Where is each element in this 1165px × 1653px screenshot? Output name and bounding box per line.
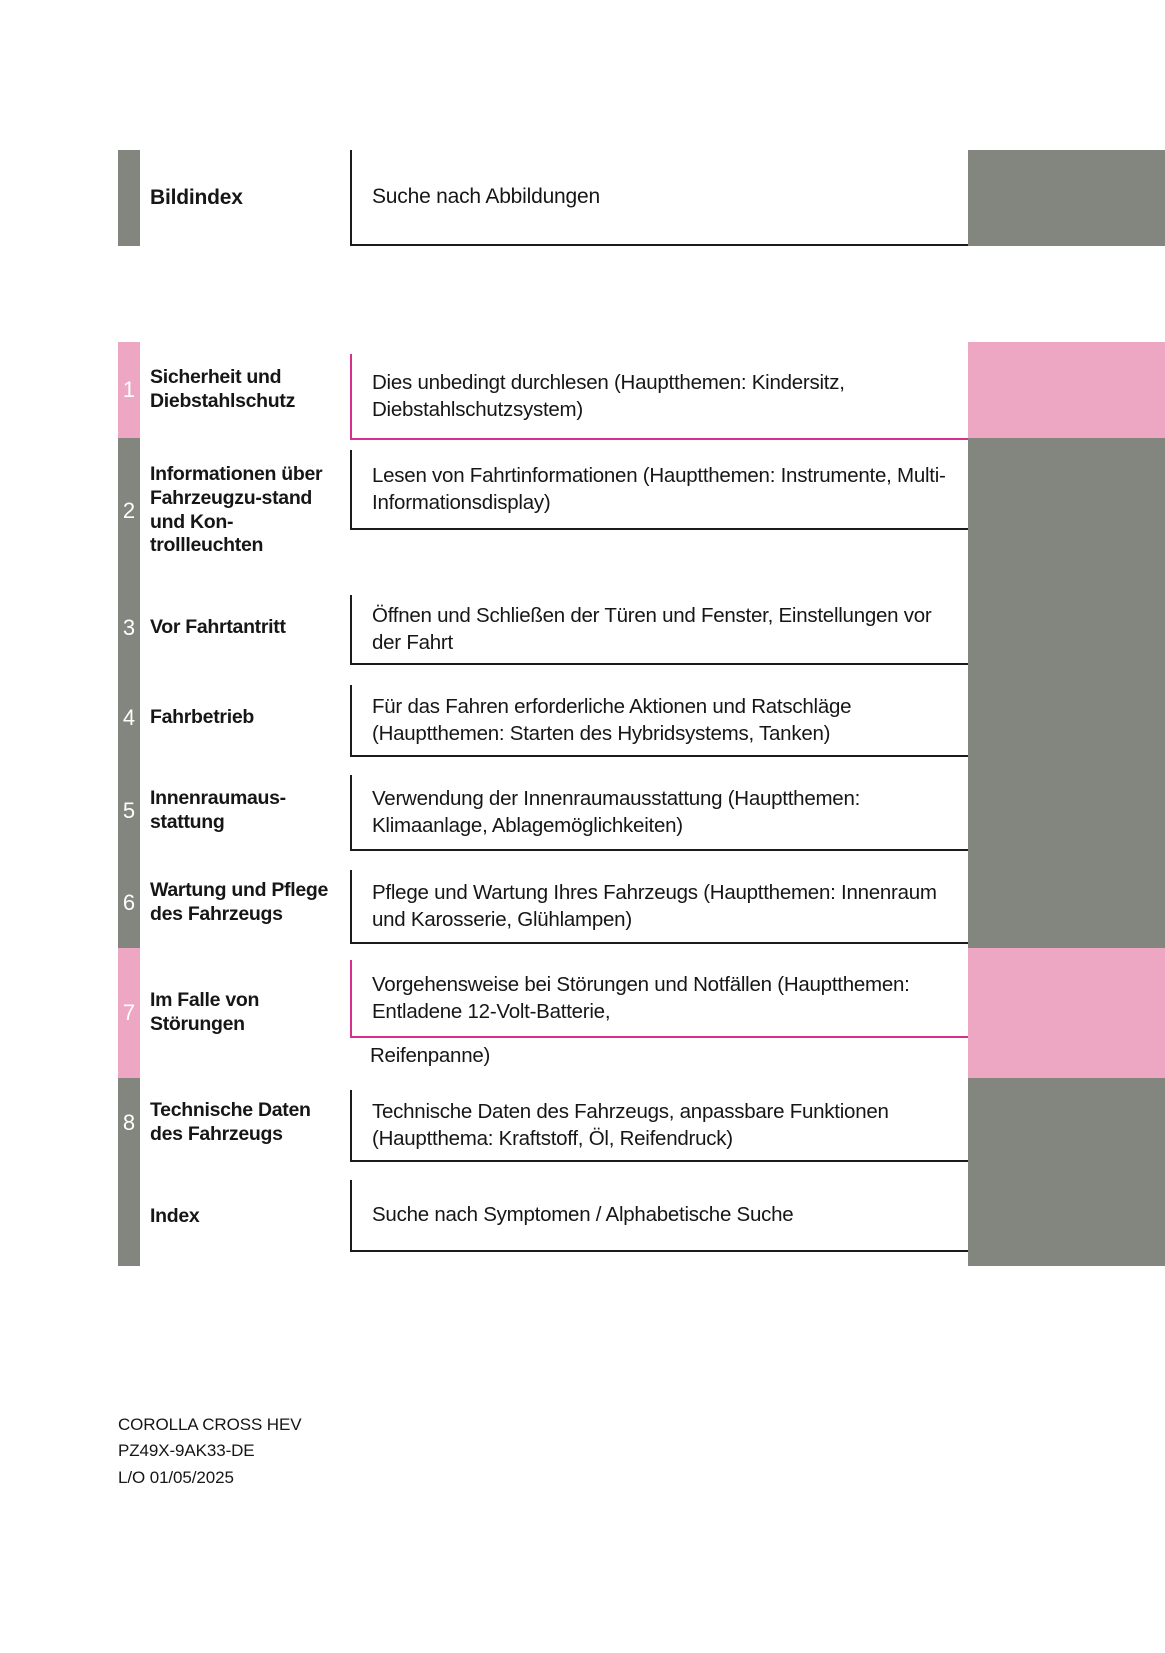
chapter-title: Informationen über Fahrzeugzu-stand und … — [150, 462, 323, 557]
chapter-row: 4 Fahrbetrieb Für das Fahren erforderliche… — [0, 673, 1165, 763]
chapter-tab-number: 2 — [118, 438, 140, 583]
chapter-description-wrapper: Pflege und Wartung Ihres Fahrzeugs (Haup… — [350, 858, 1165, 948]
thumb-index-block — [968, 583, 1165, 673]
footer: COROLLA CROSS HEV PZ49X-9AK33-DE L/O 01/… — [118, 1412, 302, 1491]
chapter-description-wrapper: Dies unbedingt durchlesen (Hauptthemen: … — [350, 342, 1165, 440]
chapter-title: Im Falle von Störungen — [150, 989, 260, 1035]
chapter-description-bildindex: Suche nach Abbildungen — [372, 185, 600, 209]
chapter-title: Innenraumaus-stattung — [150, 786, 286, 833]
thumb-index-block — [968, 673, 1165, 763]
chapter-description-box: Suche nach Symptomen / Alphabetische Suc… — [350, 1180, 968, 1252]
chapter-row: 7 Im Falle von Störungen Vorgehensweise be… — [0, 948, 1165, 1078]
chapter-row: 6 Wartung und Pflege des Fahrzeugs Pflege … — [0, 858, 1165, 948]
chapter-description: Für das Fahren erforderliche Aktionen un… — [372, 694, 852, 745]
chapter-description-wrapper: Öffnen und Schließen der Türen und Fenst… — [350, 583, 1165, 673]
chapter-description-overflow: Reifenpanne) — [370, 1044, 491, 1067]
chapter-description-wrapper: Vorgehensweise bei Störungen und Notfäll… — [350, 948, 1165, 1078]
chapter-title: Wartung und Pflege des Fahrzeugs — [150, 879, 329, 925]
chapter-tab-number: 7 — [118, 948, 140, 1078]
footer-part-number: PZ49X-9AK33-DE — [118, 1441, 255, 1461]
chapter-description-box: Für das Fahren erforderliche Aktionen un… — [350, 685, 968, 757]
chapter-list: 1 Sicherheit und Diebstahlschutz Dies unbe… — [0, 342, 1165, 1266]
chapter-title: Sicherheit und Diebstahlschutz — [150, 366, 296, 412]
thumb-index-block — [968, 438, 1165, 583]
chapter-row: 8 Technische Daten des Fahrzeugs Technisch… — [0, 1078, 1165, 1168]
chapter-description: Öffnen und Schließen der Türen und Fenst… — [372, 603, 932, 654]
chapter-description-box: Verwendung der Innenraumausstattung (Hau… — [350, 775, 968, 851]
chapter-description-wrapper: Technische Daten des Fahrzeugs, anpassba… — [350, 1078, 1165, 1168]
chapter-description-box: Pflege und Wartung Ihres Fahrzeugs (Haup… — [350, 870, 968, 944]
chapter-row: 2 Informationen über Fahrzeugzu-stand und… — [0, 438, 1165, 583]
chapter-tab-number — [118, 1168, 140, 1266]
chapter-tab-number: 1 — [118, 342, 140, 438]
chapter-title: Technische Daten des Fahrzeugs — [150, 1099, 311, 1145]
chapter-description-box: Lesen von Fahrtinformationen (Haupttheme… — [350, 450, 968, 530]
chapter-description-box: Öffnen und Schließen der Türen und Fenst… — [350, 595, 968, 665]
thumb-index-block — [968, 858, 1165, 948]
chapter-description: Verwendung der Innenraumausstattung (Hau… — [372, 786, 861, 837]
thumb-index-block — [968, 1168, 1165, 1266]
chapter-tab-number: 4 — [118, 673, 140, 763]
thumb-index-block — [968, 342, 1165, 438]
thumb-index-block-bildindex — [968, 150, 1165, 246]
chapter-description-wrapper: Für das Fahren erforderliche Aktionen un… — [350, 673, 1165, 763]
thumb-index-block — [968, 948, 1165, 1078]
chapter-description-box: Dies unbedingt durchlesen (Hauptthemen: … — [350, 354, 968, 440]
chapter-description-wrapper: Suche nach Symptomen / Alphabetische Suc… — [350, 1168, 1165, 1266]
chapter-row: Index Suche nach Symptomen / Alphabetisch… — [0, 1168, 1165, 1266]
chapter-description: Dies unbedingt durchlesen (Hauptthemen: … — [372, 370, 845, 421]
chapter-description-wrapper: Lesen von Fahrtinformationen (Haupttheme… — [350, 438, 1165, 583]
chapter-description-box-bildindex: Suche nach Abbildungen — [350, 150, 968, 246]
chapter-description: Suche nach Symptomen / Alphabetische Suc… — [372, 1203, 794, 1227]
chapter-description-wrapper: Verwendung der Innenraumausstattung (Hau… — [350, 763, 1165, 858]
chapter-row: 1 Sicherheit und Diebstahlschutz Dies unbe… — [0, 342, 1165, 440]
chapter-tab-number: 6 — [118, 858, 140, 948]
top-row-bildindex: Bildindex Suche nach Abbildungen — [0, 150, 1165, 246]
chapter-row: 3 Vor Fahrtantritt Öffnen und Schließen de… — [0, 583, 1165, 673]
chapter-title: Index — [150, 1205, 200, 1227]
chapter-tab-number: 8 — [118, 1078, 140, 1168]
chapter-tab-number: 3 — [118, 583, 140, 673]
chapter-title: Fahrbetrieb — [150, 706, 254, 728]
footer-revision: L/O 01/05/2025 — [118, 1467, 234, 1487]
thumb-index-block — [968, 763, 1165, 858]
chapter-title: Vor Fahrtantritt — [150, 616, 286, 638]
chapter-row: 5 Innenraumaus-stattung Verwendung der Inn… — [0, 763, 1165, 858]
chapter-tab-number: 5 — [118, 763, 140, 858]
chapter-description-box: Vorgehensweise bei Störungen und Notfäll… — [350, 960, 968, 1038]
thumb-index-block — [968, 1078, 1165, 1168]
chapter-description: Lesen von Fahrtinformationen (Haupttheme… — [372, 463, 946, 514]
footer-model: COROLLA CROSS HEV — [118, 1415, 302, 1434]
chapter-description: Pflege und Wartung Ihres Fahrzeugs (Haup… — [372, 880, 937, 931]
chapter-title-bildindex: Bildindex — [150, 185, 243, 209]
chapter-description: Technische Daten des Fahrzeugs, anpassba… — [372, 1099, 889, 1150]
chapter-tab-bildindex — [118, 150, 140, 246]
chapter-description: Vorgehensweise bei Störungen und Notfäll… — [372, 972, 910, 1023]
chapter-description-box: Technische Daten des Fahrzeugs, anpassba… — [350, 1090, 968, 1162]
